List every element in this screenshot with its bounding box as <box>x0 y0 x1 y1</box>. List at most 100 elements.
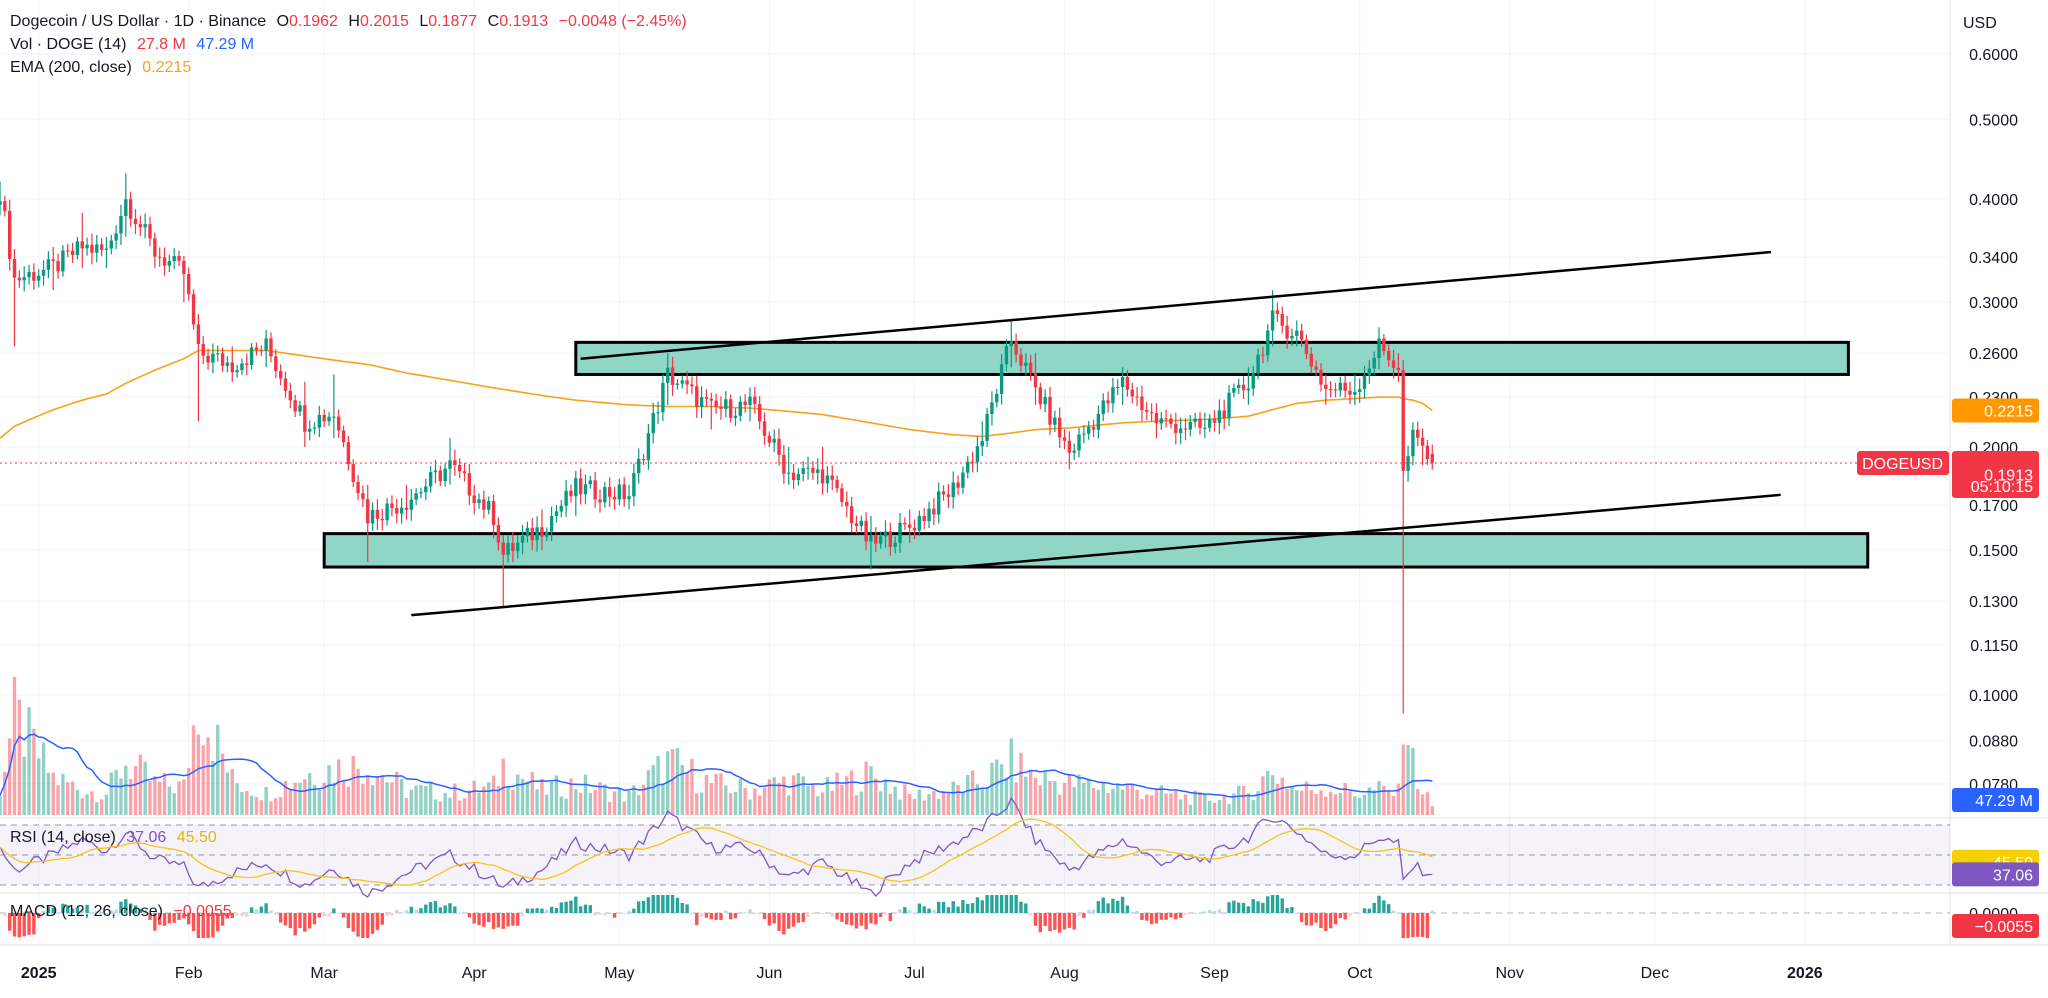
rsi-badge[interactable] <box>1952 862 2039 887</box>
resistance-zone[interactable] <box>574 340 1850 376</box>
volume-bar <box>1430 806 1434 815</box>
support-zone[interactable] <box>322 532 1870 569</box>
grid <box>0 0 2048 946</box>
ema-badge-text: 0.2215 <box>1984 404 2033 421</box>
candle-body <box>1420 437 1425 446</box>
volume-bar <box>1324 796 1328 815</box>
macd-histogram-bar <box>704 913 709 918</box>
candle-body <box>888 531 893 547</box>
rsi-label: RSI (14, close) <box>10 829 116 846</box>
macd-histogram-bar <box>1348 913 1352 917</box>
macd-histogram-bar <box>322 913 326 916</box>
candle-body <box>419 492 423 494</box>
candle-body <box>337 416 341 431</box>
close-value: 0.1913 <box>499 13 549 30</box>
candle-body <box>1028 362 1033 374</box>
macd-histogram-bar <box>1125 905 1130 913</box>
macd-histogram-bar <box>753 913 757 915</box>
candle-body <box>153 238 157 257</box>
volume-bar <box>1357 797 1362 815</box>
macd-histogram-bar <box>849 913 854 926</box>
time-tick-label: May <box>604 965 634 982</box>
candle-body <box>1087 426 1091 434</box>
volume-bar <box>1140 799 1144 815</box>
macd-histogram-bar <box>264 903 268 913</box>
ema-badge[interactable] <box>1952 398 2039 423</box>
volume-bar <box>1333 794 1338 815</box>
symbol-badge[interactable] <box>1857 450 1949 475</box>
candle-body <box>254 347 259 351</box>
macd-histogram-bar <box>574 896 578 913</box>
candle-body <box>1237 384 1241 388</box>
candle-body <box>1198 418 1202 428</box>
candle-body <box>646 433 651 461</box>
macd-histogram-bar <box>1043 913 1047 927</box>
macd-histogram-bar <box>583 904 588 913</box>
rsi-ma-value: 45.50 <box>176 829 217 846</box>
macd-legend[interactable]: MACD (12, 26, close) −0.0055 <box>10 903 238 921</box>
macd-histogram-bar <box>1367 908 1372 913</box>
candle-body <box>1217 410 1222 423</box>
macd-histogram-bar <box>167 913 172 924</box>
volume-bar <box>1295 790 1299 815</box>
macd-histogram-bar <box>941 901 946 913</box>
macd-histogram-bar <box>119 901 123 913</box>
volume-bar <box>966 774 970 815</box>
macd-histogram-bar <box>869 913 873 924</box>
macd-badge[interactable] <box>1952 914 2039 938</box>
volume-bar <box>1387 790 1391 815</box>
macd-histogram-bar <box>1309 913 1313 926</box>
volume-ma-badge[interactable] <box>1952 788 2039 812</box>
volume-bar <box>970 770 975 815</box>
macd-histogram-bar <box>278 913 283 923</box>
macd-histogram-bar <box>351 913 355 932</box>
volume-bar <box>153 776 157 815</box>
volume-bar <box>448 797 452 815</box>
upper-trendline[interactable] <box>580 250 1772 360</box>
volume-bar <box>757 795 762 815</box>
volume-bar <box>1149 795 1154 815</box>
candle-body <box>777 438 781 455</box>
macd-histogram-bar <box>395 910 399 913</box>
candle-body <box>56 261 60 272</box>
symbol-title[interactable]: Dogecoin / US Dollar · 1D · Binance <box>10 13 267 30</box>
macd-histogram-bar <box>1333 913 1338 925</box>
candle-body <box>501 542 505 555</box>
volume-bar <box>917 789 922 815</box>
macd-histogram-bar <box>1425 913 1430 938</box>
candle-body <box>1212 418 1217 423</box>
macd-histogram-bar <box>1004 895 1009 913</box>
volume-bar <box>351 756 355 815</box>
macd-histogram-bar <box>999 895 1004 913</box>
volume-bar <box>1120 789 1125 815</box>
candle-body <box>201 344 205 356</box>
macd-histogram-bar <box>225 913 230 919</box>
candle-body <box>719 406 723 409</box>
macd-histogram-bar <box>1353 913 1357 914</box>
macd-histogram-bar <box>782 913 786 935</box>
lower-trendline[interactable] <box>411 493 1781 617</box>
macd-histogram-bar <box>443 905 447 913</box>
volume-legend[interactable]: Vol · DOGE (14) 27.8 M 47.29 M <box>10 36 260 54</box>
last-price-badge[interactable] <box>1952 450 2039 498</box>
candle-body <box>1072 450 1076 453</box>
currency-selector[interactable]: USD <box>1963 15 1997 32</box>
rsi-legend[interactable]: RSI (14, close) 37.06 45.50 <box>10 829 223 847</box>
macd-histogram-bar <box>811 912 815 914</box>
macd-histogram-bar <box>487 913 491 923</box>
time-tick-label: Jun <box>756 965 782 982</box>
macd-histogram-bar <box>424 904 428 913</box>
macd-histogram-bar <box>172 913 176 923</box>
ema-legend[interactable]: EMA (200, close) 0.2215 <box>10 59 197 77</box>
volume-bar <box>187 768 191 815</box>
macd-histogram-bar <box>1014 895 1018 913</box>
volume-bar <box>380 774 384 815</box>
macd-histogram-bar <box>1174 913 1178 920</box>
volume-bar <box>622 801 626 815</box>
volume-bar <box>941 790 946 815</box>
macd-histogram-bar <box>801 913 805 923</box>
volume-bar <box>612 791 617 815</box>
volume-bar <box>1304 781 1309 815</box>
